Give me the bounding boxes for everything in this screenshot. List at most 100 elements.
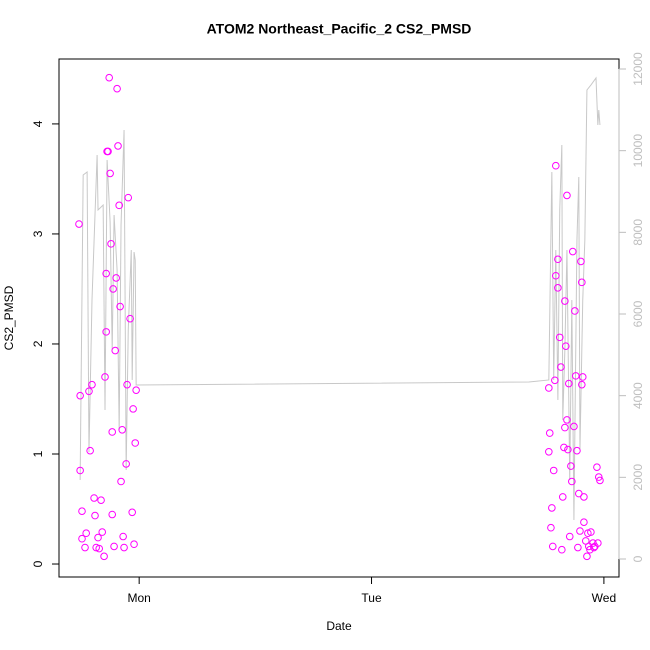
y2-tick-label: 12000 [631,52,645,86]
point [565,532,574,541]
point [81,543,89,552]
point [548,504,556,512]
point [112,274,120,282]
point [102,328,110,336]
point [578,380,586,389]
point [560,443,568,452]
point [100,552,108,561]
point [578,373,587,381]
point [122,460,130,468]
point [104,147,112,156]
point [75,220,83,228]
point [571,307,579,315]
x-axis-label: Date [326,619,352,633]
point [113,84,121,93]
point [596,476,604,485]
point [90,494,98,502]
point [115,201,123,210]
point [76,391,84,400]
point [545,429,554,437]
point [91,511,99,520]
point [95,544,103,553]
point [82,529,90,538]
x-tick-label: Wed [592,591,616,605]
point [129,405,137,413]
point [132,386,140,394]
y2-tick-label: 10000 [631,134,645,168]
point [561,342,570,350]
point [85,387,93,396]
point [114,142,122,150]
point [551,271,560,280]
y2-tick-label: 0 [631,555,645,562]
point [108,510,117,519]
point [78,534,86,543]
point [549,466,558,475]
point [106,169,114,178]
point [594,539,602,547]
y-tick-label: 4 [31,120,45,127]
point [555,333,564,342]
point [545,447,553,456]
plot-frame [58,58,620,578]
point [554,255,562,264]
point [587,528,595,536]
y2-tick-label: 8000 [631,219,645,246]
point [88,380,96,389]
point [123,380,131,389]
point [558,545,566,554]
y-tick-label: 1 [31,450,45,457]
point [554,284,562,292]
point [578,278,586,287]
point [567,462,575,470]
point [120,543,128,552]
point [576,527,584,535]
point [574,543,582,552]
point [563,191,571,200]
point [78,507,86,516]
y-tick-label: 3 [31,230,45,237]
point [108,428,117,436]
y-tick-label: 2 [31,340,45,347]
point [97,496,105,505]
y2-tick-label: 6000 [631,300,645,327]
point [128,508,136,517]
point [545,384,553,392]
y-tick-label: 0 [31,560,45,567]
point [94,533,102,542]
point [564,445,572,454]
point [557,363,565,371]
point [580,493,588,501]
point [568,477,576,486]
point [590,543,598,552]
point [561,423,569,432]
chart-title: ATOM2 Northeast_Pacific_2 CS2_PMSD [207,21,472,37]
point [568,247,577,256]
point [561,297,569,305]
point [117,477,125,486]
point [118,425,127,434]
point [558,493,567,501]
y-axis-label: CS2_PMSD [2,285,16,350]
point [571,372,580,380]
y2-tick-label: 2000 [631,464,645,491]
point [580,518,588,527]
series-line [79,76,601,521]
point [131,439,140,447]
point [98,528,107,536]
point [116,302,124,311]
point [107,240,115,248]
point [551,161,560,170]
point [126,314,134,323]
point [110,542,118,551]
point [130,540,138,549]
point [563,416,571,424]
point [76,466,84,475]
point [102,269,110,278]
point [109,285,117,293]
x-tick-label: Mon [127,591,150,605]
point [551,376,559,385]
y2-tick-label: 4000 [631,382,645,409]
